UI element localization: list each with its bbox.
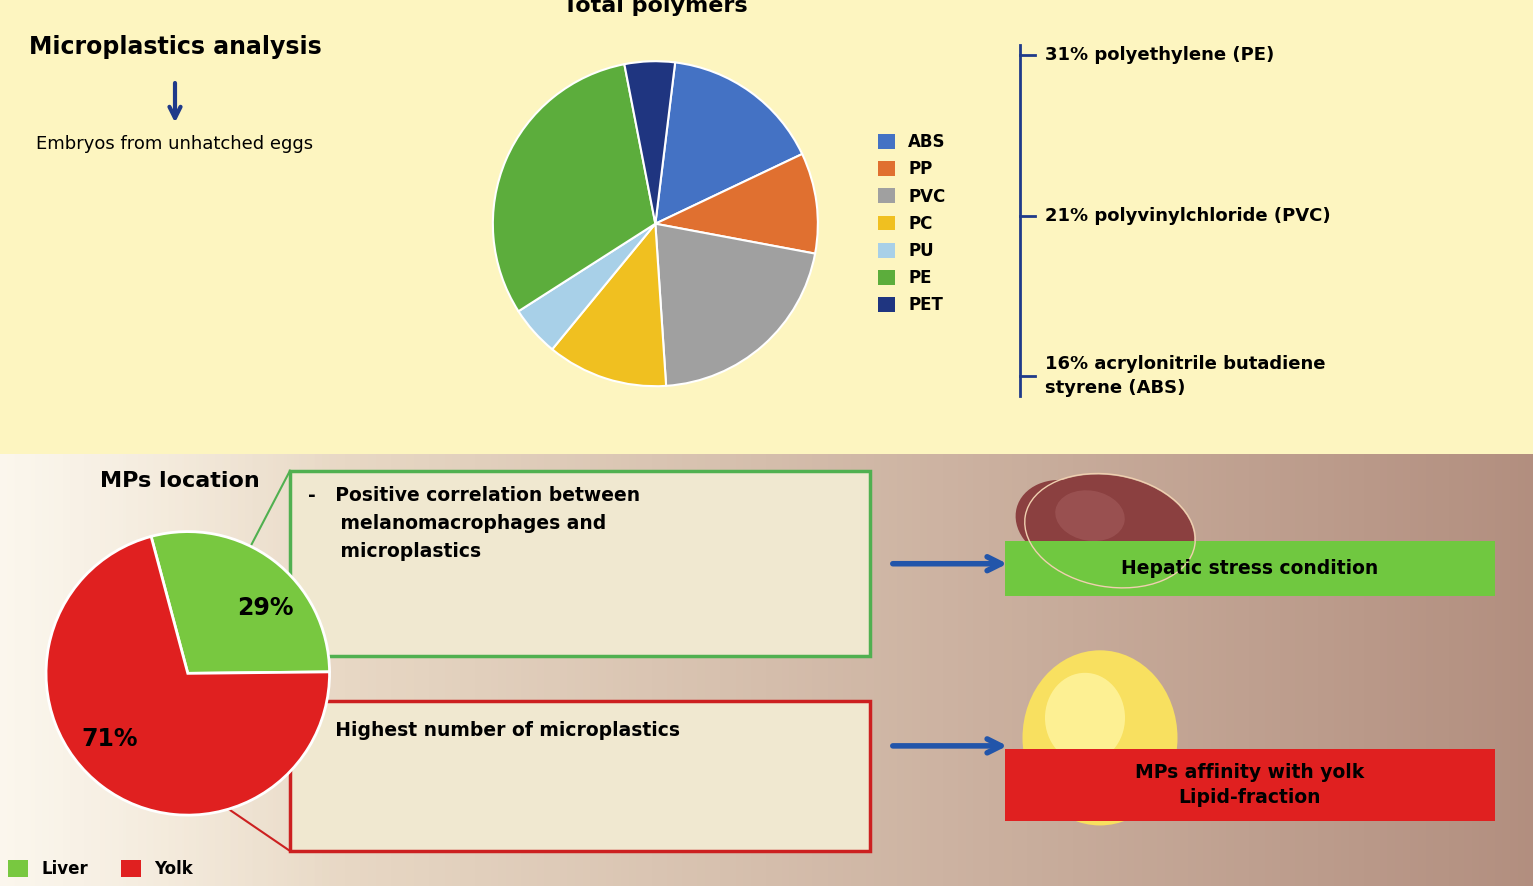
Text: Microplastics analysis: Microplastics analysis [29,35,322,59]
Wedge shape [624,61,675,224]
Text: 29%: 29% [238,596,294,620]
FancyBboxPatch shape [290,470,871,656]
Legend: Liver, Yolk: Liver, Yolk [2,853,199,885]
Text: -   Positive correlation between
     melanomacrophages and
     microplastics: - Positive correlation between melanomac… [308,486,641,561]
FancyBboxPatch shape [290,701,871,851]
Wedge shape [46,536,330,815]
Wedge shape [656,224,816,386]
Wedge shape [656,154,817,253]
Wedge shape [552,224,667,386]
Wedge shape [518,224,656,349]
Legend: ABS, PP, PVC, PC, PU, PE, PET: ABS, PP, PVC, PC, PU, PE, PET [875,130,949,317]
Text: MPs location: MPs location [100,470,259,491]
FancyBboxPatch shape [1006,540,1495,595]
Ellipse shape [1055,490,1125,541]
Text: 31% polyethylene (PE): 31% polyethylene (PE) [1046,46,1274,64]
Text: 16% acrylonitrile butadiene
styrene (ABS): 16% acrylonitrile butadiene styrene (ABS… [1046,355,1326,397]
Text: 71%: 71% [81,727,138,750]
Ellipse shape [1026,475,1194,587]
Text: MPs affinity with yolk
Lipid-fraction: MPs affinity with yolk Lipid-fraction [1136,763,1364,807]
Text: Embryos from unhatched eggs: Embryos from unhatched eggs [37,136,314,153]
Title: Total polymers: Total polymers [563,0,748,16]
Wedge shape [152,532,330,673]
Text: Hepatic stress condition: Hepatic stress condition [1121,559,1378,578]
Ellipse shape [1046,672,1125,763]
Ellipse shape [1015,480,1114,562]
Wedge shape [656,62,802,224]
Ellipse shape [1023,650,1177,826]
FancyBboxPatch shape [1006,749,1495,821]
Text: 21% polyvinylchloride (PVC): 21% polyvinylchloride (PVC) [1046,206,1331,225]
Text: -   Highest number of microplastics: - Highest number of microplastics [308,721,681,740]
Wedge shape [494,64,656,311]
